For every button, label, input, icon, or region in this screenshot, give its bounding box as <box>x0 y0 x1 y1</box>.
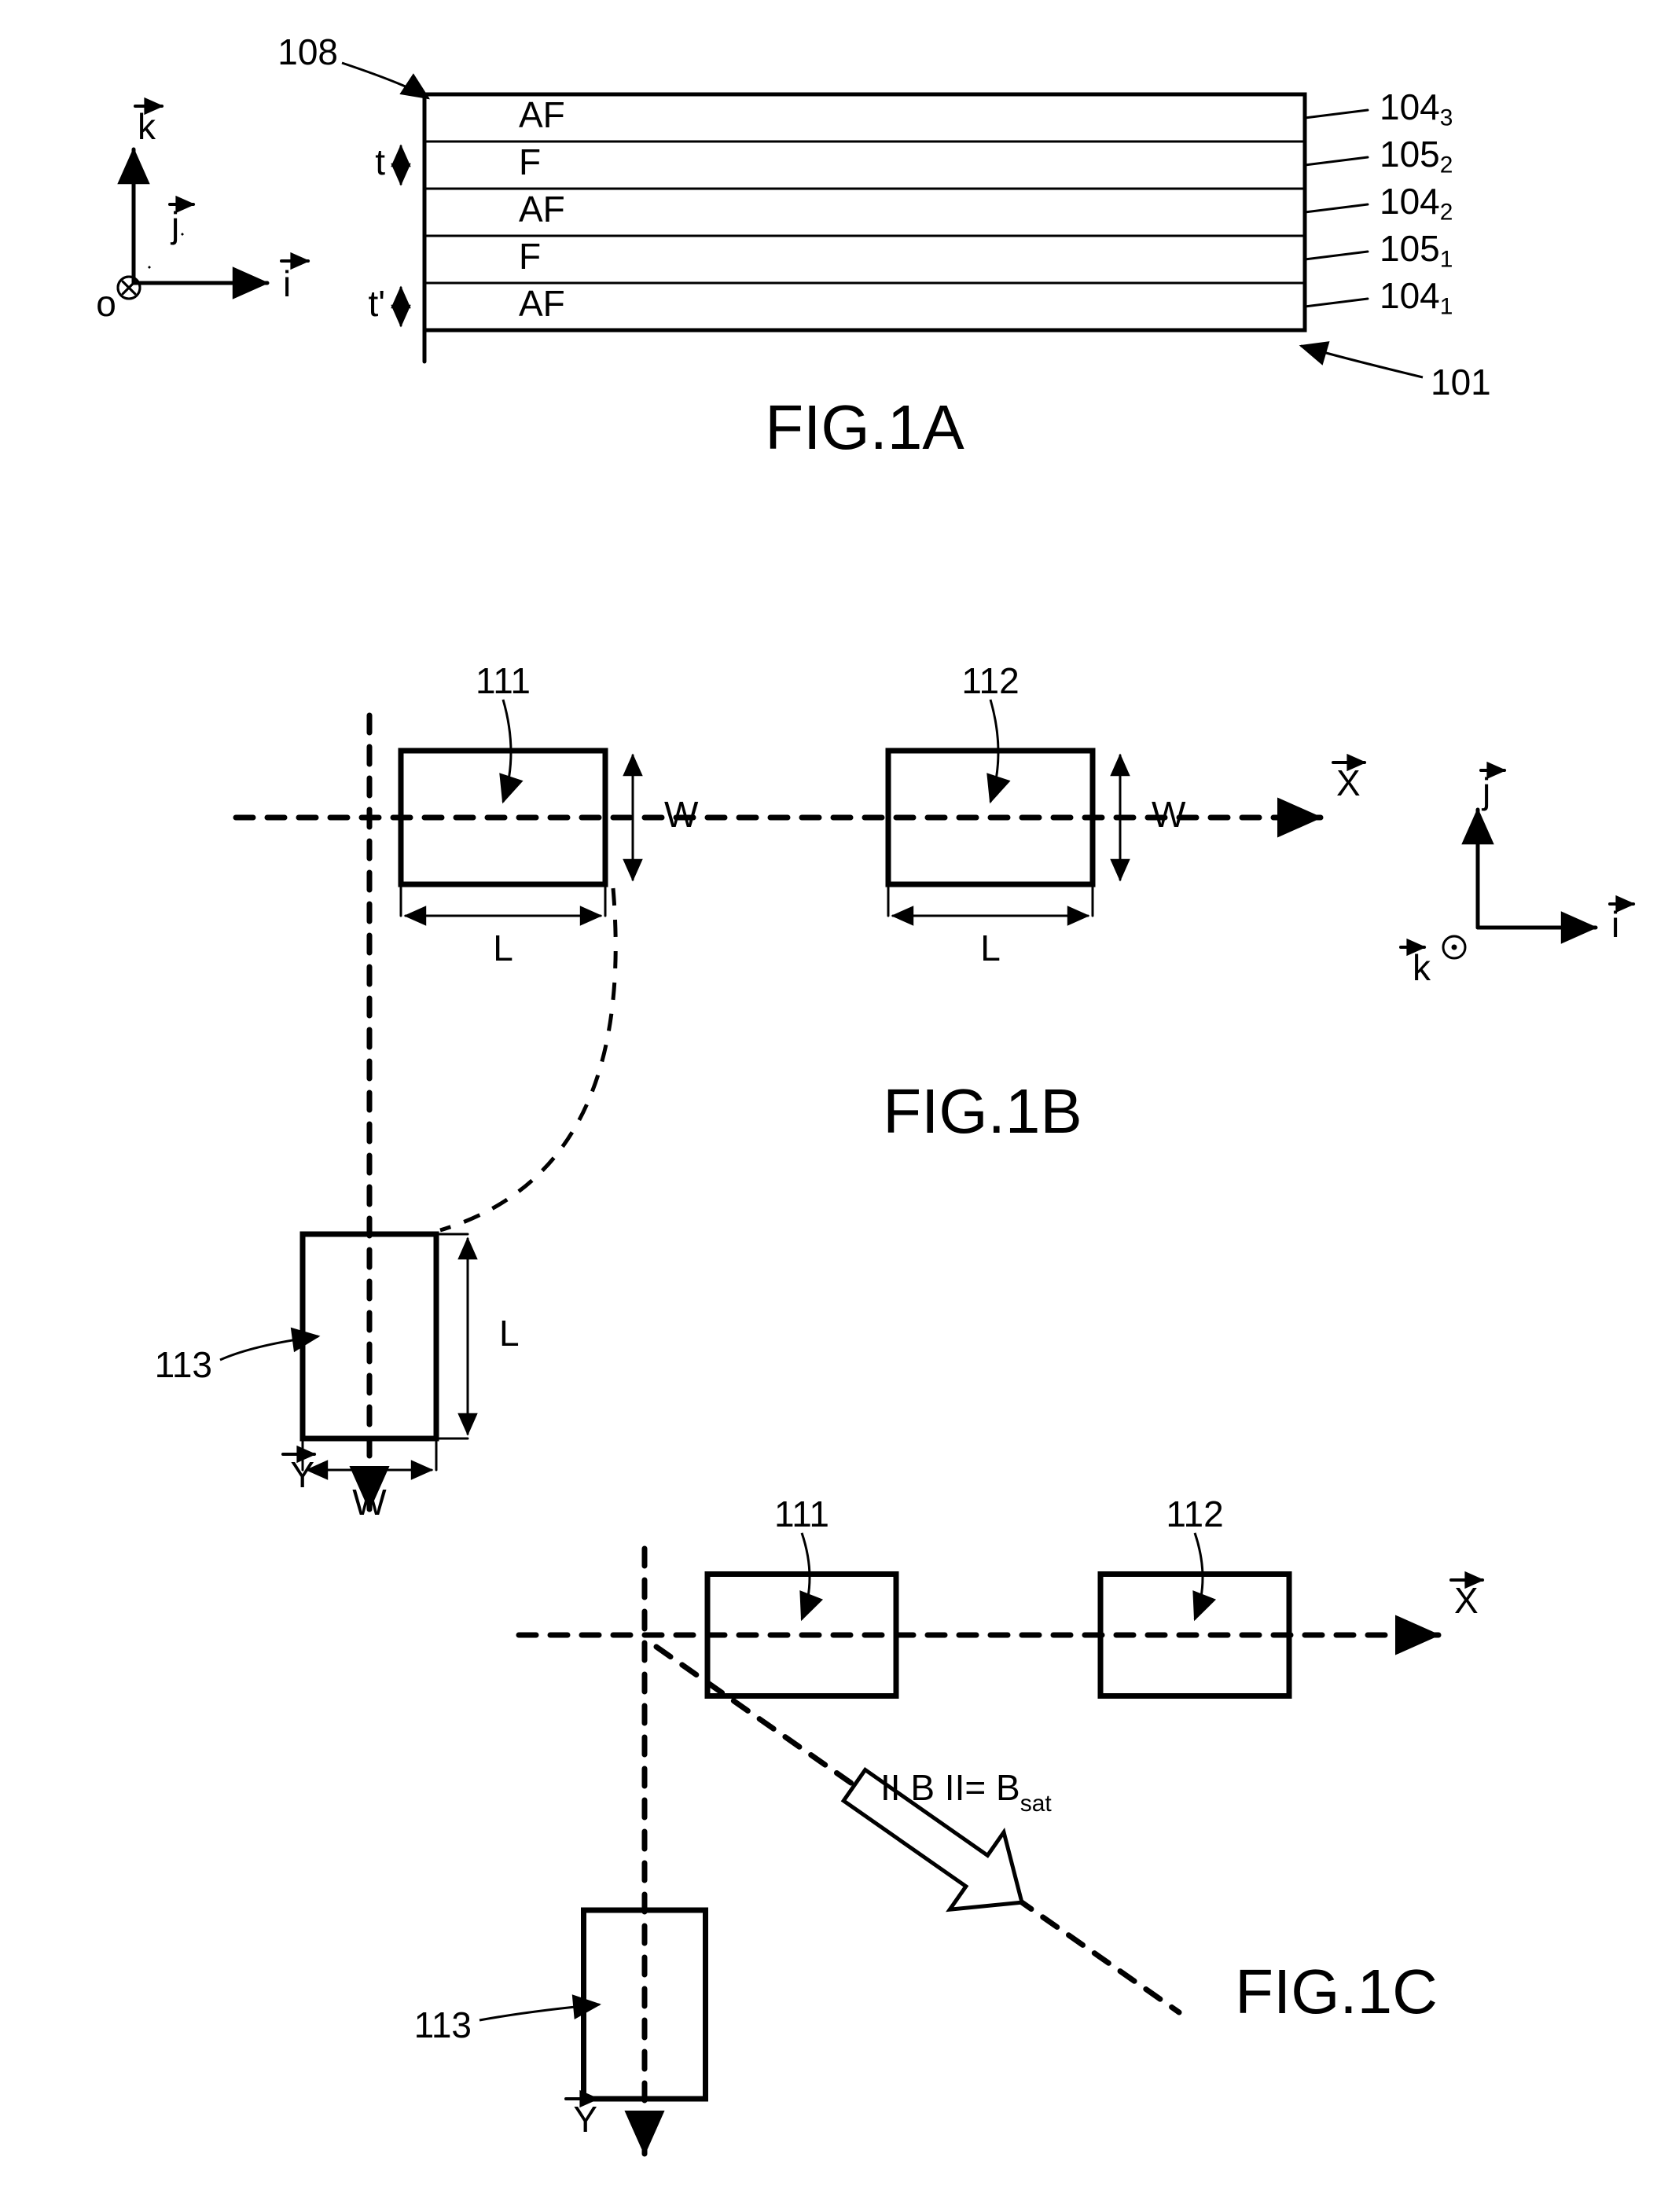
ref-111: 111 <box>476 660 531 701</box>
ref-108: 108 <box>277 31 338 72</box>
fig-1a: AF 1043 F 1052 AF 1042 F 1051 AF 1041 108 101 t t' FIG… <box>96 31 1491 462</box>
fig-1c-title: FIG.1C <box>1235 1957 1438 2026</box>
axis-o: o <box>96 283 116 324</box>
fig-1b-title: FIG.1B <box>883 1076 1082 1146</box>
layer-label: AF <box>519 94 565 135</box>
ref-111-c: 111 <box>774 1494 829 1534</box>
layer-label: F <box>519 236 541 277</box>
layer-label: AF <box>519 189 565 230</box>
dim-t: t <box>375 141 385 182</box>
layer-ref: 1042 <box>1380 181 1453 225</box>
fig-1a-title: FIG.1A <box>765 392 964 462</box>
dim-tp: t' <box>368 283 385 324</box>
axis-k-b: k <box>1413 947 1431 988</box>
fig-1b: XYWLWLLW111112113FIG.1Bijk <box>155 660 1633 1523</box>
ref-112-c: 112 <box>1166 1494 1223 1534</box>
ref-112: 112 <box>961 660 1019 701</box>
layer-ref: 1051 <box>1380 228 1453 272</box>
ref-113-c: 113 <box>414 2004 472 2045</box>
ref-113: 113 <box>155 1344 212 1385</box>
dim-w-112: W <box>1152 794 1186 835</box>
dim-l-112: L <box>980 928 1001 968</box>
fig-1c: XY111112113II B II= BsatFIG.1C <box>414 1494 1482 2154</box>
layer-label: AF <box>519 283 565 324</box>
ref-101: 101 <box>1431 362 1491 402</box>
layer-ref: 1041 <box>1380 275 1453 319</box>
axis-i: i <box>283 263 291 304</box>
dim-l-111: L <box>493 928 513 968</box>
dim-w-111: W <box>664 794 699 835</box>
layer-label: F <box>519 141 541 182</box>
dim-l-113: L <box>499 1313 520 1354</box>
dim-w-113: W <box>352 1482 387 1523</box>
axis-y-c: Y <box>573 2099 597 2140</box>
layer-ref: 1043 <box>1380 86 1453 130</box>
layer-ref: 1052 <box>1380 134 1453 178</box>
